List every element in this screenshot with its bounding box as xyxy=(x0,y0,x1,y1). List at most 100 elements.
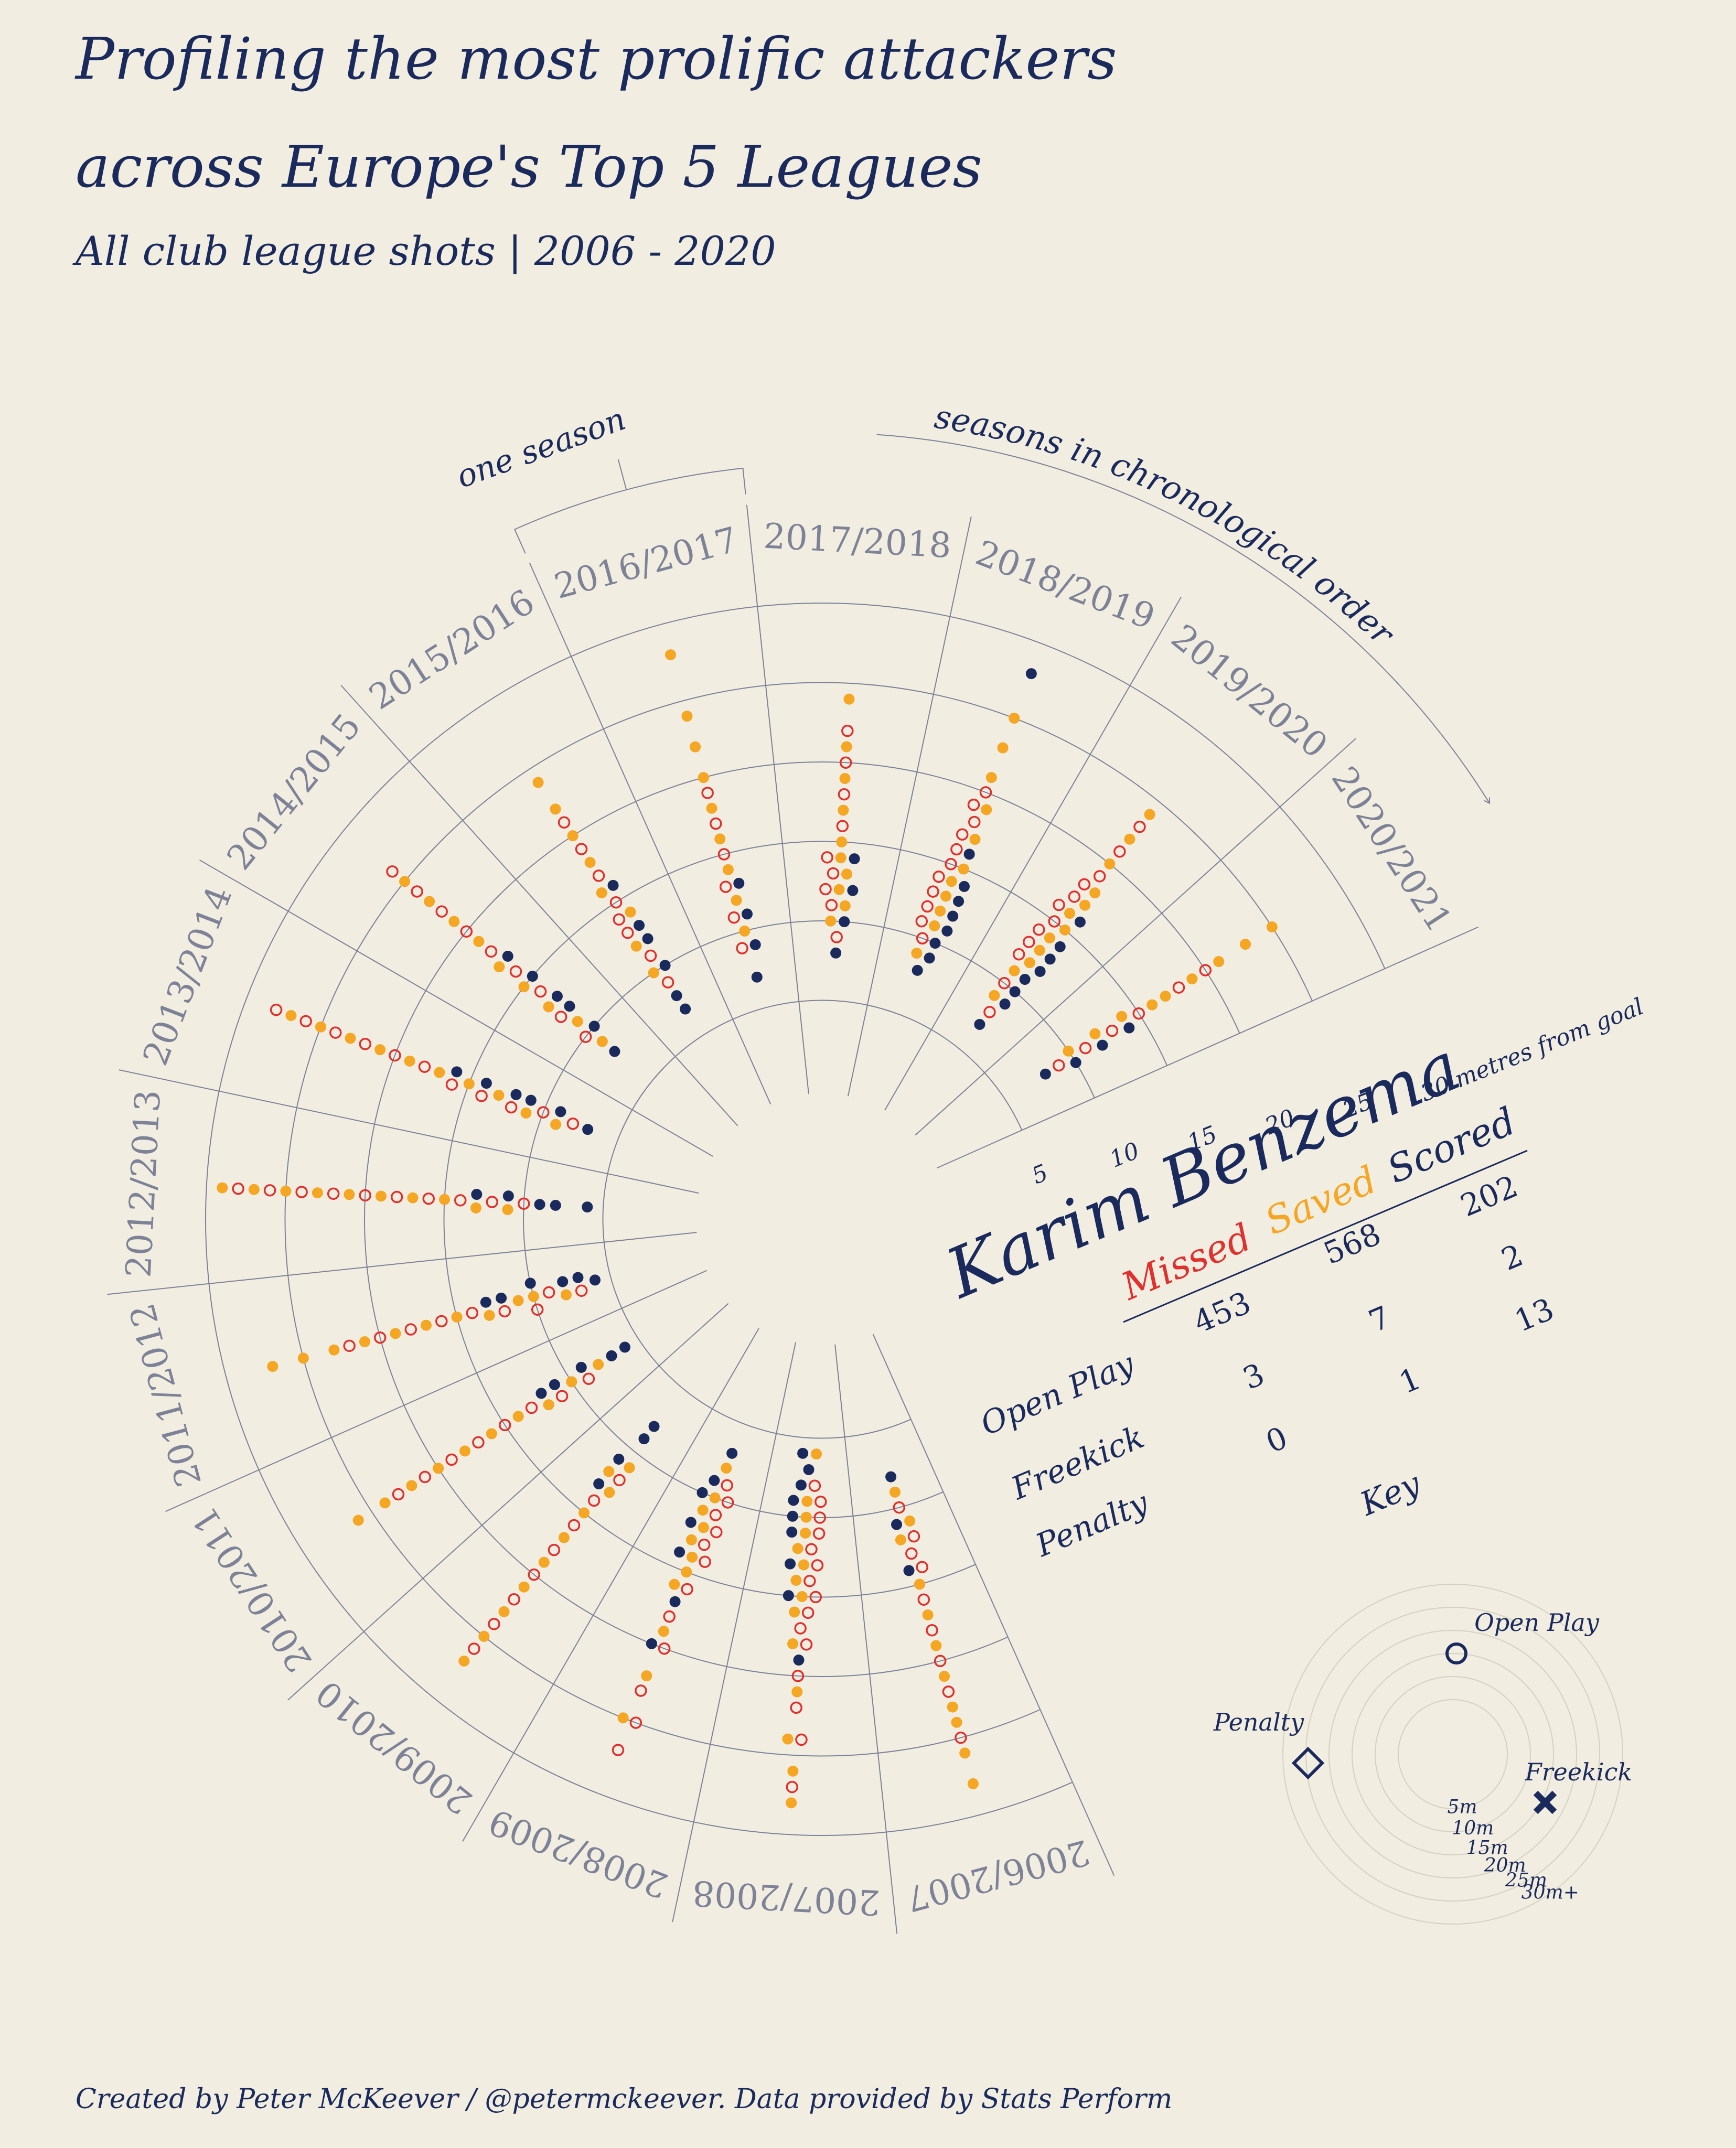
shot-dot xyxy=(270,1003,283,1016)
shot-dot xyxy=(714,833,726,845)
shot-dot xyxy=(528,1291,539,1302)
key-ring xyxy=(1398,1699,1508,1809)
shot-dot xyxy=(445,1453,458,1466)
shot-dot xyxy=(621,926,634,939)
shot-dot xyxy=(548,1543,561,1556)
shot-dot xyxy=(567,1519,581,1532)
shot-dot xyxy=(486,1428,497,1440)
shot-dot xyxy=(979,786,992,799)
shot-dot xyxy=(390,1328,401,1339)
shot-dot xyxy=(795,1733,808,1746)
shot-dot xyxy=(386,865,399,878)
shot-dot xyxy=(567,830,578,842)
shot-dot xyxy=(460,925,473,938)
shot-dot xyxy=(374,1044,386,1056)
grid-ring xyxy=(364,761,1240,1677)
shot-dot xyxy=(751,971,763,983)
shot-dot xyxy=(946,876,957,887)
shot-dot xyxy=(1113,845,1126,858)
shot-dot xyxy=(510,1089,522,1100)
shot-dot xyxy=(485,945,498,958)
shot-dot xyxy=(659,960,671,971)
shot-dot xyxy=(582,1201,593,1213)
shot-dot xyxy=(593,1359,604,1370)
shot-dot xyxy=(502,950,513,962)
shot-dot xyxy=(445,1078,458,1091)
shot-dot xyxy=(813,1511,826,1524)
key-freekick xyxy=(1533,1790,1557,1814)
shot-dot xyxy=(1160,991,1171,1002)
shot-dot xyxy=(389,1049,401,1062)
shot-dot xyxy=(551,991,563,1002)
shot-dot xyxy=(399,876,411,887)
shot-dot xyxy=(795,1479,807,1491)
shot-dot xyxy=(808,1479,821,1492)
shot-dot xyxy=(1089,1028,1101,1039)
key-penalty xyxy=(1291,1746,1325,1780)
shot-dot xyxy=(418,1060,431,1073)
shot-dot xyxy=(749,939,761,950)
shot-dot xyxy=(1213,956,1225,968)
shot-dot xyxy=(593,1478,605,1490)
shot-dot xyxy=(1009,986,1021,997)
shot-dot xyxy=(1040,1068,1051,1080)
shot-dot xyxy=(604,1487,615,1498)
shot-dot xyxy=(1009,965,1020,976)
shot-dot xyxy=(889,1486,901,1498)
shot-dot xyxy=(505,1101,518,1114)
shot-dot xyxy=(839,756,852,769)
shot-dot xyxy=(791,1686,803,1698)
key-ring-label: 25m xyxy=(1505,1870,1547,1891)
shot-dot xyxy=(478,1630,490,1642)
shot-dot xyxy=(470,1202,481,1213)
shot-dot xyxy=(582,1372,595,1385)
shot-dot xyxy=(969,834,981,845)
shot-dot xyxy=(575,1284,588,1297)
shot-dot xyxy=(731,895,742,906)
shot-dot xyxy=(343,1339,356,1352)
shot-dot xyxy=(788,1495,799,1506)
shot-dot xyxy=(830,931,843,943)
shot-dot xyxy=(502,1204,513,1216)
shot-dot xyxy=(733,877,745,889)
shot-dot xyxy=(458,1656,470,1667)
shot-dot xyxy=(575,1361,587,1373)
shot-dot xyxy=(596,1036,608,1047)
shot-dot xyxy=(566,1376,577,1388)
shot-dot xyxy=(1172,981,1185,994)
shot-dot xyxy=(1009,712,1020,724)
shot-dot xyxy=(312,1187,323,1199)
key-ring xyxy=(1328,1630,1577,1878)
shot-dot xyxy=(685,1517,696,1528)
shot-dot xyxy=(1034,965,1046,977)
shot-dot xyxy=(613,913,626,926)
shot-dot xyxy=(433,1463,444,1474)
shot-dot xyxy=(528,1568,540,1581)
shot-dot xyxy=(435,905,448,918)
shot-dot xyxy=(344,1189,355,1200)
shot-dot xyxy=(1146,999,1158,1011)
shot-dot xyxy=(983,1006,996,1018)
shot-dot xyxy=(912,964,923,976)
shot-dot xyxy=(904,1515,916,1527)
shot-dot xyxy=(819,883,832,896)
shot-dot xyxy=(1044,953,1056,965)
shot-dot xyxy=(929,938,941,949)
shot-dot xyxy=(498,1606,510,1617)
shot-dot xyxy=(801,1496,813,1507)
shot-dot xyxy=(815,1495,827,1508)
key-open-play xyxy=(1445,1642,1467,1664)
shot-dot xyxy=(800,1638,813,1651)
shot-dot xyxy=(557,1276,569,1287)
shot-dot xyxy=(232,1182,244,1195)
shot-dot xyxy=(575,843,588,855)
spoke xyxy=(884,597,1182,1111)
shot-dot xyxy=(785,1558,796,1570)
shot-dot xyxy=(558,816,571,829)
shot-dot xyxy=(701,787,714,799)
shot-dot xyxy=(681,711,693,722)
shot-dot xyxy=(839,900,851,911)
shot-dot xyxy=(468,1642,480,1655)
shot-dot xyxy=(564,1001,575,1012)
shot-dot xyxy=(543,1399,554,1411)
